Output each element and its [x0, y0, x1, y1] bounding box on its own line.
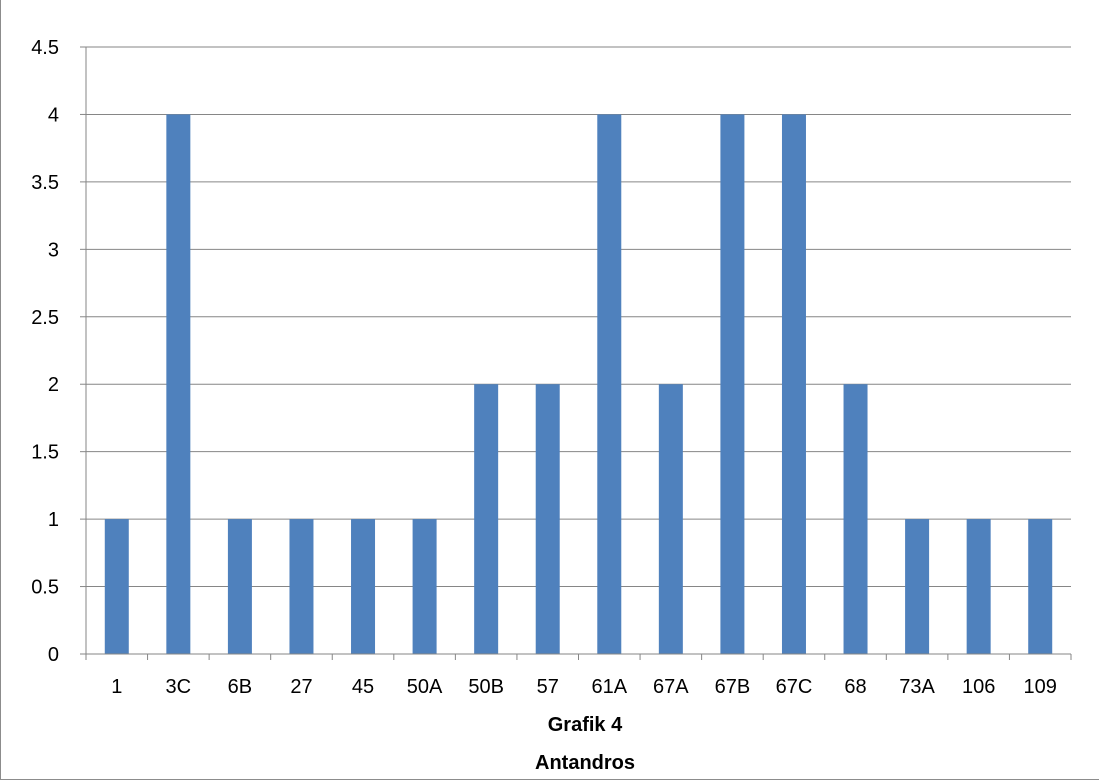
x-tick-label: 67C: [776, 676, 813, 698]
x-tick-label: 45: [352, 676, 374, 698]
x-tick-label: 67A: [653, 676, 689, 698]
y-tick-label: 3: [48, 239, 59, 261]
bar-73A: [905, 519, 930, 654]
bar-106: [966, 519, 991, 654]
x-tick-label: 1: [111, 676, 122, 698]
x-tick-label: 68: [844, 676, 866, 698]
bar-27: [289, 519, 314, 654]
x-tick-label: 73A: [899, 676, 935, 698]
bars: [104, 114, 1053, 654]
y-tick-label: 1.5: [31, 442, 59, 464]
bar-50A: [412, 519, 437, 654]
bar-6B: [227, 519, 252, 654]
bar-1: [104, 519, 129, 654]
x-tick-label: 57: [537, 676, 559, 698]
x-tick-labels: 1 3C 6B 27 45 50A 50B 57 61A 67A 67B 67C 68 73A 106 109: [111, 676, 1057, 698]
bar-50B: [474, 384, 499, 654]
bar-57: [535, 384, 560, 654]
bar-67B: [720, 114, 745, 654]
x-axis-title-line1: Grafik 4: [548, 714, 623, 736]
bar-68: [843, 384, 868, 654]
axes: [80, 46, 1072, 660]
x-tick-label: 106: [962, 676, 995, 698]
bar-109: [1028, 519, 1053, 654]
y-tick-label: 4: [48, 104, 59, 126]
x-tick-label: 3C: [166, 676, 192, 698]
y-tick-label: 2.5: [31, 307, 59, 329]
x-tick-label: 6B: [228, 676, 252, 698]
y-tick-label: 1: [48, 509, 59, 531]
x-tick-label: 109: [1024, 676, 1057, 698]
y-tick-label: 0.5: [31, 577, 59, 599]
y-tick-labels: 0 0.5 1 1.5 2 2.5 3 3.5 4 4.5: [31, 37, 59, 666]
bar-61A: [597, 114, 622, 654]
y-tick-label: 3.5: [31, 172, 59, 194]
x-tick-label: 61A: [591, 676, 627, 698]
bar-45: [351, 519, 376, 654]
x-tick-label: 50B: [468, 676, 504, 698]
x-tick-label: 50A: [407, 676, 443, 698]
bar-3C: [166, 114, 191, 654]
x-axis-title-line2: Antandros: [535, 752, 635, 774]
x-tick-label: 67B: [715, 676, 751, 698]
y-tick-label: 4.5: [31, 37, 59, 59]
bar-67C: [781, 114, 806, 654]
gridlines: [86, 46, 1071, 588]
y-tick-label: 0: [48, 644, 59, 666]
bar-67A: [658, 384, 683, 654]
y-tick-label: 2: [48, 374, 59, 396]
x-tick-label: 27: [290, 676, 312, 698]
